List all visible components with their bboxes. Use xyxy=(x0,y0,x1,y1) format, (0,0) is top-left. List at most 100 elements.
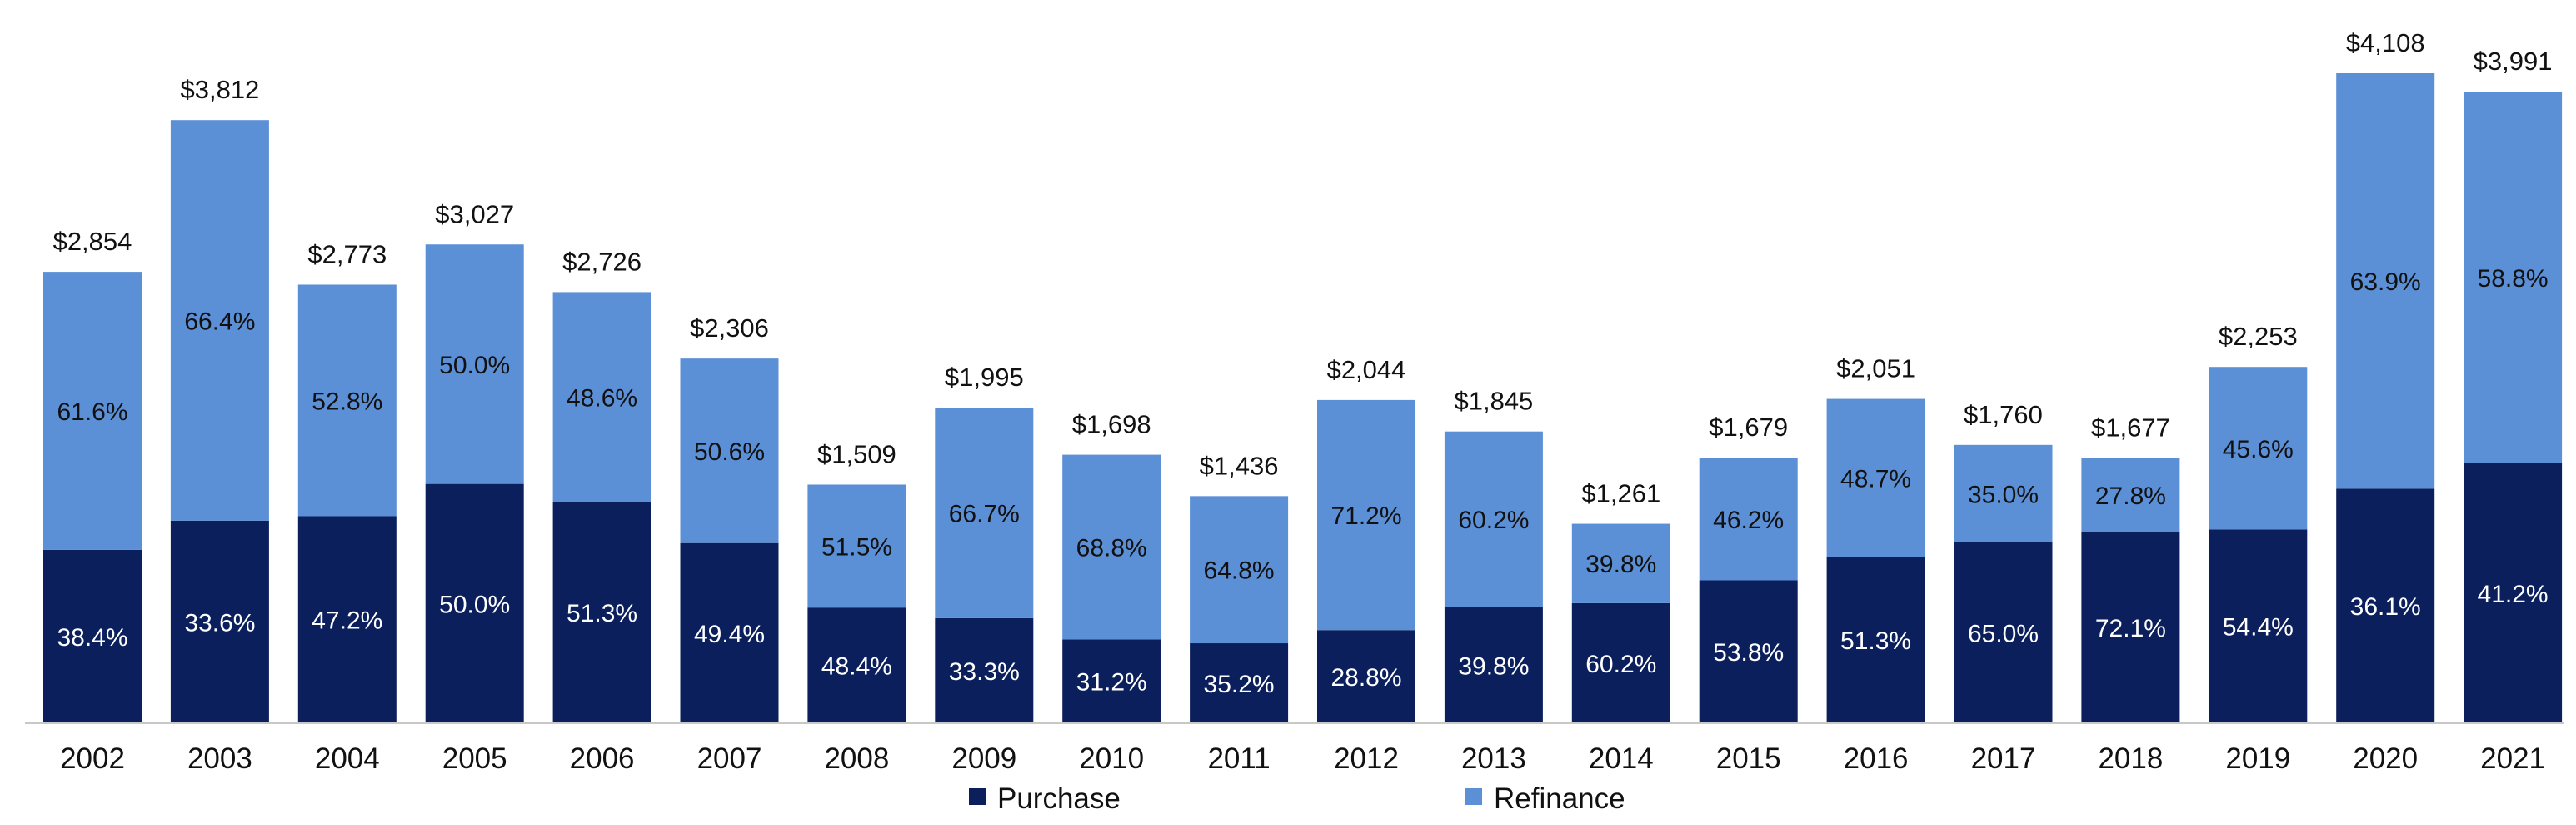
bar-refinance-2008 xyxy=(807,484,906,608)
label-total-2006: $2,726 xyxy=(562,247,642,276)
bar-refinance-2006 xyxy=(552,292,651,502)
bar-purchase-2008 xyxy=(807,608,906,723)
bar-refinance-2014 xyxy=(1571,523,1670,603)
label-total-2004: $2,773 xyxy=(307,239,387,268)
x-tick-label-2015: 2015 xyxy=(1716,742,1781,775)
bar-refinance-2015 xyxy=(1699,458,1798,581)
bars-layer xyxy=(43,73,2563,723)
bar-refinance-2012 xyxy=(1317,399,1415,631)
legend-swatch-refinance xyxy=(1465,788,1482,805)
label-refinance-share-2015: 46.2% xyxy=(1713,507,1784,534)
label-refinance-share-2007: 50.6% xyxy=(694,438,765,466)
bar-purchase-2002 xyxy=(43,549,142,723)
legend-label-purchase: Purchase xyxy=(997,782,1121,815)
x-tick-label-2019: 2019 xyxy=(2225,742,2290,775)
bar-refinance-2016 xyxy=(1826,398,1925,558)
bar-purchase-2014 xyxy=(1571,602,1670,723)
label-total-2010: $1,698 xyxy=(1072,410,1151,439)
x-tick-label-2020: 2020 xyxy=(2353,742,2418,775)
bar-purchase-2010 xyxy=(1062,639,1161,723)
label-purchase-share-2009: 33.3% xyxy=(949,658,1020,686)
label-purchase-share-2012: 28.8% xyxy=(1330,664,1401,692)
bar-purchase-2012 xyxy=(1317,630,1415,723)
label-total-2005: $3,027 xyxy=(435,199,514,228)
bar-refinance-2018 xyxy=(2081,458,2180,532)
label-total-2013: $1,845 xyxy=(1454,387,1533,416)
x-tick-label-2007: 2007 xyxy=(697,742,762,775)
label-refinance-share-2019: 45.6% xyxy=(2223,436,2294,463)
label-total-2016: $2,051 xyxy=(1836,354,1915,383)
x-tick-label-2013: 2013 xyxy=(1461,742,1526,775)
label-total-2014: $1,261 xyxy=(1581,479,1660,508)
bar-purchase-2005 xyxy=(425,483,524,723)
label-refinance-share-2017: 35.0% xyxy=(1968,481,2039,508)
label-purchase-share-2016: 51.3% xyxy=(1840,628,1911,655)
bar-purchase-2003 xyxy=(170,520,269,723)
x-tick-label-2005: 2005 xyxy=(442,742,507,775)
label-refinance-share-2002: 61.6% xyxy=(57,398,127,426)
label-refinance-share-2016: 48.7% xyxy=(1840,465,1911,492)
label-total-2008: $1,509 xyxy=(817,439,896,468)
label-purchase-share-2005: 50.0% xyxy=(439,591,510,618)
label-purchase-share-2013: 39.8% xyxy=(1458,652,1529,680)
bar-purchase-2020 xyxy=(2336,488,2435,723)
label-purchase-share-2014: 60.2% xyxy=(1585,651,1656,678)
x-tick-label-2011: 2011 xyxy=(1207,742,1270,775)
x-tick-label-2004: 2004 xyxy=(315,742,380,775)
label-refinance-share-2009: 66.7% xyxy=(949,501,1020,528)
x-tick-label-2017: 2017 xyxy=(1971,742,2036,775)
legend: Purchase Refinance xyxy=(969,782,1625,815)
label-purchase-share-2020: 36.1% xyxy=(2350,593,2421,621)
bar-refinance-2009 xyxy=(935,408,1034,618)
label-purchase-share-2019: 54.4% xyxy=(2223,614,2294,642)
bar-purchase-2013 xyxy=(1444,607,1543,723)
label-purchase-share-2006: 51.3% xyxy=(567,600,637,628)
label-purchase-share-2004: 47.2% xyxy=(312,608,382,635)
label-refinance-share-2006: 48.6% xyxy=(567,384,637,412)
label-total-2018: $1,677 xyxy=(2091,413,2170,442)
bar-purchase-2006 xyxy=(552,502,651,723)
bar-purchase-2007 xyxy=(680,542,779,723)
bar-refinance-2011 xyxy=(1190,496,1289,644)
bar-refinance-2003 xyxy=(170,120,269,521)
x-tick-label-2012: 2012 xyxy=(1334,742,1399,775)
bar-refinance-2019 xyxy=(2209,367,2308,530)
label-refinance-share-2011: 64.8% xyxy=(1204,558,1275,585)
label-total-2020: $4,108 xyxy=(2346,28,2425,58)
label-purchase-share-2010: 31.2% xyxy=(1076,669,1147,697)
bar-refinance-2013 xyxy=(1444,431,1543,608)
label-refinance-share-2010: 68.8% xyxy=(1076,535,1147,562)
x-tick-label-2002: 2002 xyxy=(60,742,125,775)
bar-purchase-2019 xyxy=(2209,529,2308,723)
x-tick-label-2009: 2009 xyxy=(951,742,1016,775)
label-refinance-share-2012: 71.2% xyxy=(1330,502,1401,530)
bar-purchase-2017 xyxy=(1954,542,2053,723)
x-tick-label-2014: 2014 xyxy=(1589,742,1654,775)
label-total-2017: $1,760 xyxy=(1964,400,2043,429)
label-total-2009: $1,995 xyxy=(945,362,1024,392)
label-total-2012: $2,044 xyxy=(1327,355,1406,384)
label-purchase-share-2018: 72.1% xyxy=(2095,615,2166,642)
label-refinance-share-2013: 60.2% xyxy=(1458,507,1529,534)
label-refinance-share-2020: 63.9% xyxy=(2350,268,2421,296)
label-refinance-share-2021: 58.8% xyxy=(2478,265,2549,292)
label-total-2007: $2,306 xyxy=(690,313,769,342)
label-total-2019: $2,253 xyxy=(2219,322,2298,351)
bar-purchase-2021 xyxy=(2464,462,2563,723)
bar-purchase-2009 xyxy=(935,618,1034,723)
label-purchase-share-2017: 65.0% xyxy=(1968,620,2039,648)
bar-purchase-2004 xyxy=(297,516,397,723)
label-refinance-share-2008: 51.5% xyxy=(821,533,892,561)
bar-purchase-2016 xyxy=(1826,557,1925,723)
bar-refinance-2005 xyxy=(425,244,524,484)
x-tick-label-2006: 2006 xyxy=(570,742,635,775)
x-tick-label-2018: 2018 xyxy=(2098,742,2163,775)
bar-refinance-2007 xyxy=(680,358,779,543)
bar-refinance-2021 xyxy=(2464,92,2563,463)
x-tick-label-2003: 2003 xyxy=(187,742,252,775)
x-tick-label-2010: 2010 xyxy=(1079,742,1144,775)
label-purchase-share-2003: 33.6% xyxy=(184,609,255,637)
x-tick-label-2008: 2008 xyxy=(824,742,889,775)
